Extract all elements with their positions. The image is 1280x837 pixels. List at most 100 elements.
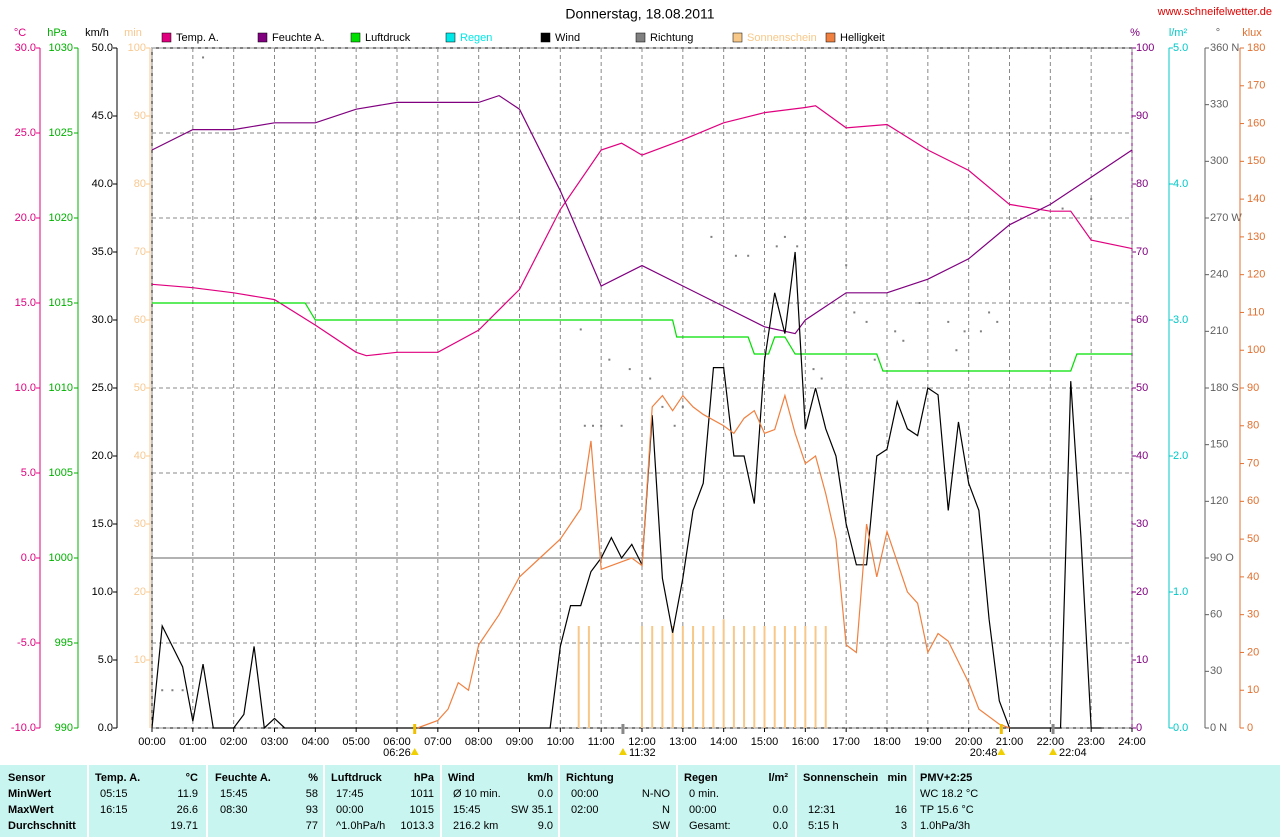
legend-label: Sonnenschein — [747, 32, 817, 44]
y-tick-label: 15.0 — [92, 518, 113, 530]
group-title: Feuchte A. — [215, 772, 271, 784]
y-tick-label: 90 O — [1210, 552, 1234, 564]
direction-dot — [996, 320, 999, 323]
legend-swatch — [635, 32, 646, 43]
y-tick-label: 5.0 — [1173, 42, 1188, 54]
row-label: MaxWert — [8, 804, 54, 816]
stat-label: 17:45 — [336, 788, 364, 800]
y-tick-label: 1.0 — [1173, 586, 1188, 598]
x-tick-label: 03:00 — [261, 736, 289, 748]
group-title: Richtung — [566, 772, 614, 784]
y-tick-label: 20.0 — [15, 212, 36, 224]
legend-label: Regen — [460, 32, 492, 44]
y-tick-label: 995 — [55, 637, 73, 649]
x-tick-label: 00:00 — [138, 736, 166, 748]
y-tick-label: 80 — [1247, 420, 1259, 432]
y-tick-label: 140 — [1247, 193, 1265, 205]
direction-dot — [845, 264, 848, 267]
y-tick-label: 70 — [134, 246, 146, 258]
y-tick-label: 120 — [1247, 269, 1265, 281]
source: www.schneifelwetter.de — [1157, 6, 1272, 18]
y-tick-label: 10 — [1136, 654, 1148, 666]
y-tick-label: 70 — [1136, 246, 1148, 258]
legend-label: Richtung — [650, 32, 693, 44]
stat-value: 1013.3 — [400, 820, 434, 832]
stat-value: 1011 — [410, 788, 434, 800]
y-tick-label: 1010 — [49, 382, 73, 394]
x-tick-label: 18:00 — [873, 736, 901, 748]
y-tick-label: 70 — [1247, 457, 1259, 469]
stat-label: 05:15 — [100, 788, 128, 800]
stat-label: 00:00 — [689, 804, 717, 816]
event-label: 20:48 — [970, 747, 998, 759]
y-tick-label: 90 — [134, 110, 146, 122]
direction-dot — [202, 56, 205, 59]
legend-swatch — [445, 32, 456, 43]
y-tick-label: 40 — [134, 450, 146, 462]
y-tick-label: 4.0 — [1173, 178, 1188, 190]
stat-value: 58 — [306, 788, 318, 800]
y-tick-label: 1000 — [49, 552, 73, 564]
stat-label: 5:15 h — [808, 820, 839, 832]
y-tick-label: 0 — [1247, 722, 1253, 734]
y-tick-label: 160 — [1247, 117, 1265, 129]
y-tick-label: 90 — [1136, 110, 1148, 122]
row-label: Sensor — [8, 772, 46, 784]
stat-label: 12:31 — [808, 804, 836, 816]
y-tick-label: 30 — [1210, 665, 1222, 677]
y-tick-label: 25.0 — [15, 127, 36, 139]
direction-dot — [1061, 207, 1064, 210]
x-tick-label: 07:00 — [424, 736, 452, 748]
y-tick-label: 15.0 — [15, 297, 36, 309]
direction-dot — [710, 235, 713, 238]
direction-dot — [763, 330, 766, 333]
y-tick-label: 2.0 — [1173, 450, 1188, 462]
direction-dot — [628, 368, 631, 371]
legend-swatch — [257, 32, 268, 43]
y-tick-label: -5.0 — [17, 637, 36, 649]
y-tick-label: 60 — [134, 314, 146, 326]
stat-label: 02:00 — [571, 804, 599, 816]
x-tick-label: 06:00 — [383, 736, 411, 748]
event-label: 11:32 — [629, 747, 656, 759]
axis-title: hPa — [47, 27, 67, 39]
y-tick-label: 0.0 — [98, 722, 113, 734]
group-unit: hPa — [414, 772, 435, 784]
stat-value: N-NO — [642, 788, 671, 800]
axis-title: klux — [1242, 27, 1262, 39]
y-tick-label: 150 — [1210, 439, 1228, 451]
direction-dot — [608, 358, 611, 361]
stat-label: 00:00 — [571, 788, 599, 800]
y-tick-label: 5.0 — [98, 654, 113, 666]
y-tick-label: 1005 — [49, 467, 73, 479]
y-tick-label: 20 — [1247, 646, 1259, 658]
y-tick-label: 1015 — [49, 297, 73, 309]
y-tick-label: 120 — [1210, 495, 1228, 507]
y-tick-label: 90 — [1247, 382, 1259, 394]
direction-dot — [734, 254, 737, 257]
event-icon — [1049, 748, 1058, 755]
group-title: PMV+2:25 — [920, 772, 972, 784]
y-tick-label: 35.0 — [92, 246, 113, 258]
stat-label: 1.0hPa/3h — [920, 820, 970, 832]
x-tick-label: 24:00 — [1118, 736, 1146, 748]
stat-value: 77 — [306, 820, 318, 832]
stat-label: 08:30 — [220, 804, 248, 816]
y-tick-label: 3.0 — [1173, 314, 1188, 326]
series-line — [152, 302, 1132, 372]
axis-title: % — [1130, 27, 1140, 39]
x-tick-label: 16:00 — [792, 736, 820, 748]
y-tick-label: 40 — [1247, 571, 1259, 583]
y-tick-label: 80 — [134, 178, 146, 190]
direction-dot — [775, 245, 778, 248]
stat-label: 15:45 — [220, 788, 248, 800]
event-icon — [618, 748, 627, 755]
y-tick-label: 0 — [1136, 722, 1142, 734]
direction-dot — [600, 424, 603, 427]
x-tick-label: 02:00 — [220, 736, 248, 748]
y-tick-label: 5.0 — [21, 467, 36, 479]
y-tick-label: 0 N — [1210, 722, 1227, 734]
direction-dot — [865, 320, 868, 323]
stat-value: 26.6 — [177, 804, 198, 816]
y-tick-label: 20 — [134, 586, 146, 598]
